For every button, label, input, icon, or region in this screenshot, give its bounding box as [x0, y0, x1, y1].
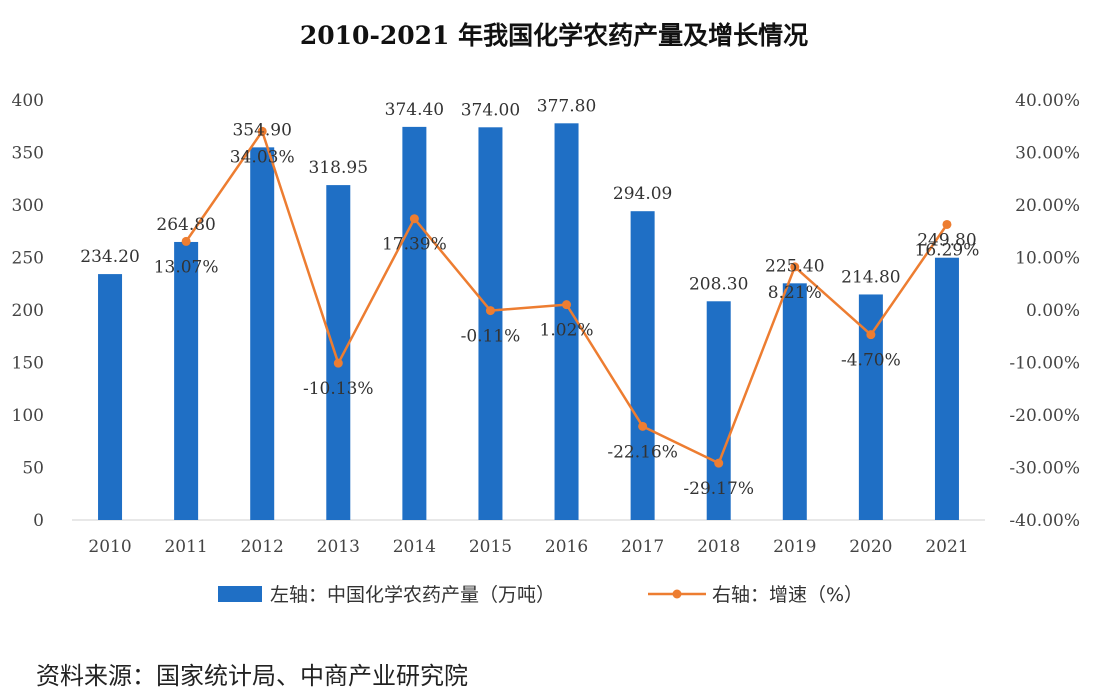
line-data-labels: 13.07% 34.03% -10.13% 17.39% -0.11% 1.02% -22.…: [154, 147, 980, 499]
left-tick-400: 400: [12, 91, 44, 111]
right-tick-40: 40.00%: [1015, 91, 1080, 111]
right-tick--30: -30.00%: [1009, 459, 1080, 479]
growth-label-2011: 13.07%: [154, 257, 219, 277]
legend-bar-label: 左轴：中国化学农药产量（万吨）: [270, 584, 555, 606]
x-tick-2014: 2014: [393, 537, 436, 557]
bar-2011: [174, 241, 199, 520]
bar-2012: [250, 147, 275, 521]
x-tick-2017: 2017: [621, 537, 664, 557]
x-tick-2020: 2020: [849, 537, 892, 557]
growth-label-2015: -0.11%: [461, 327, 521, 347]
legend-line-label: 右轴：增速（%）: [712, 584, 863, 606]
bar-label-2010: 234.20: [80, 247, 139, 267]
left-tick-100: 100: [12, 406, 44, 426]
growth-point-2016: [562, 300, 572, 310]
x-axis: 2010 2011 2012 2013 2014 2015 2016 2017 2018 2019…: [88, 537, 968, 557]
left-tick-350: 350: [12, 144, 44, 164]
growth-point-2021: [942, 219, 952, 229]
x-tick-2015: 2015: [469, 537, 512, 557]
right-axis: -40.00% -30.00% -20.00% -10.00% 0.00% 10.00% 2…: [1009, 91, 1080, 531]
bar-label-2017: 294.09: [613, 184, 672, 204]
growth-label-2020: -4.70%: [841, 351, 901, 371]
bar-2013: [326, 185, 351, 521]
bar-2018: [706, 301, 731, 520]
bar-2015: [478, 127, 503, 521]
bar-2014: [402, 126, 427, 520]
bar-label-2014: 374.40: [385, 100, 444, 120]
left-tick-150: 150: [12, 354, 44, 374]
x-tick-2013: 2013: [317, 537, 360, 557]
growth-point-2011: [181, 236, 191, 246]
x-tick-2011: 2011: [164, 537, 207, 557]
x-tick-2018: 2018: [697, 537, 740, 557]
growth-label-2017: -22.16%: [607, 442, 678, 462]
line-series: [181, 126, 952, 468]
right-tick-30: 30.00%: [1015, 144, 1080, 164]
left-tick-0: 0: [33, 511, 44, 531]
growth-label-2018: -29.17%: [683, 479, 754, 499]
right-tick-0: 0.00%: [1026, 301, 1080, 321]
bar-2021: [934, 257, 959, 520]
chart-title: 2010-2021 年我国化学农药产量及增长情况: [299, 21, 809, 50]
legend: 左轴：中国化学农药产量（万吨） 右轴：增速（%）: [218, 584, 863, 606]
bar-data-labels: 234.20 264.80 354.90 318.95 374.40 374.00 377.…: [80, 96, 976, 294]
legend-line-marker: [672, 589, 682, 599]
growth-point-2017: [638, 421, 648, 431]
growth-point-2012: [257, 126, 267, 136]
growth-label-2012: 34.03%: [230, 147, 295, 167]
growth-point-2013: [333, 358, 343, 368]
left-tick-200: 200: [12, 301, 44, 321]
x-tick-2021: 2021: [925, 537, 968, 557]
left-tick-250: 250: [12, 249, 44, 269]
x-tick-2019: 2019: [773, 537, 816, 557]
right-tick-10: 10.00%: [1015, 249, 1080, 269]
bar-label-2019: 225.40: [765, 256, 824, 276]
left-axis: 0 50 100 150 200 250 300 350 400: [12, 91, 44, 531]
right-tick--40: -40.00%: [1009, 511, 1080, 531]
legend-bar-swatch: [218, 586, 262, 602]
bar-label-2011: 264.80: [156, 215, 215, 235]
growth-point-2014: [409, 214, 419, 224]
bar-2016: [554, 123, 579, 520]
bar-label-2015: 374.00: [461, 100, 520, 120]
growth-label-2019: 8.21%: [768, 283, 822, 303]
right-tick--20: -20.00%: [1009, 406, 1080, 426]
source-note: 资料来源：国家统计局、中商产业研究院: [36, 662, 468, 690]
growth-point-2018: [714, 458, 724, 468]
growth-point-2015: [485, 306, 495, 316]
x-tick-2010: 2010: [88, 537, 131, 557]
bar-label-2018: 208.30: [689, 274, 748, 294]
bar-label-2012: 354.90: [232, 120, 291, 140]
combo-chart: 234.20 264.80 354.90 318.95 374.40 374.00 377.…: [12, 91, 1080, 606]
bar-label-2016: 377.80: [537, 96, 596, 116]
bar-2019: [782, 283, 807, 520]
growth-point-2020: [866, 330, 876, 340]
right-tick-20: 20.00%: [1015, 196, 1080, 216]
bar-2010: [98, 274, 123, 520]
growth-label-2016: 1.02%: [540, 321, 594, 341]
growth-label-2014: 17.39%: [382, 235, 447, 255]
growth-label-2021: 16.29%: [915, 240, 980, 260]
bar-label-2013: 318.95: [309, 158, 368, 178]
left-tick-50: 50: [22, 459, 44, 479]
bar-series: [98, 123, 959, 521]
right-tick--10: -10.00%: [1009, 354, 1080, 374]
x-tick-2016: 2016: [545, 537, 588, 557]
bar-label-2021: 249.80: [917, 231, 976, 251]
x-tick-2012: 2012: [241, 537, 284, 557]
growth-label-2013: -10.13%: [303, 379, 374, 399]
bar-label-2020: 214.80: [841, 267, 900, 287]
bar-2017: [630, 211, 655, 520]
growth-point-2019: [790, 262, 800, 272]
left-tick-300: 300: [12, 196, 44, 216]
